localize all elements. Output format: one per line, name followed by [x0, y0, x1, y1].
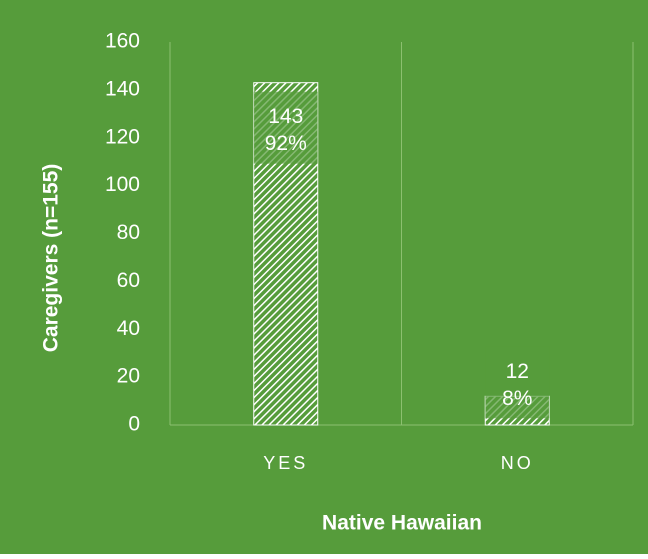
y-tick-label: 140	[105, 77, 140, 100]
percent-label: 92%	[265, 132, 307, 155]
y-tick-label: 40	[117, 317, 140, 340]
y-tick-label: 160	[105, 30, 140, 53]
percent-label: 8%	[502, 387, 532, 410]
y-tick-label: 60	[117, 269, 140, 292]
y-tick-label: 100	[105, 173, 140, 196]
label-box	[253, 91, 318, 164]
y-tick-label: 80	[117, 221, 140, 244]
x-tick-label: YES	[263, 453, 308, 473]
value-label: 12	[506, 360, 529, 383]
y-tick-label: 120	[105, 125, 140, 148]
y-axis-title: Caregivers (n=155)	[40, 164, 63, 353]
label-box	[485, 346, 550, 419]
x-tick-label: NO	[501, 453, 534, 473]
x-axis-title: Native Hawaiian	[322, 512, 482, 535]
y-tick-label: 20	[117, 365, 140, 388]
value-label: 143	[268, 105, 303, 128]
y-tick-label: 0	[128, 413, 140, 436]
